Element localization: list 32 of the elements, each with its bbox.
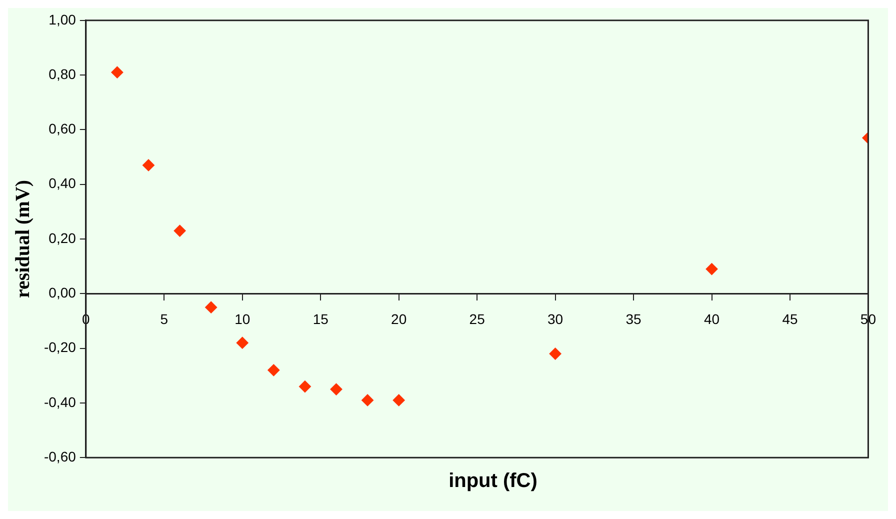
y-tick-label: 0,40 <box>48 175 76 192</box>
y-axis-title: residual (mV) <box>12 180 34 298</box>
x-tick-label: 20 <box>391 310 407 327</box>
x-tick-label: 45 <box>782 310 798 327</box>
point <box>392 394 405 406</box>
y-tick-label: 0,60 <box>48 120 76 137</box>
y-tick-label: 1,00 <box>48 11 76 28</box>
point <box>549 348 562 360</box>
point <box>174 224 186 237</box>
point <box>298 380 311 393</box>
y-tick-label: 0,20 <box>48 230 76 246</box>
x-tick-label: 5 <box>160 310 168 327</box>
x-tick-label: 15 <box>312 310 329 327</box>
point <box>111 66 124 78</box>
x-tick-label: 30 <box>548 310 564 327</box>
point <box>236 336 248 349</box>
point <box>362 394 374 406</box>
y-tick-label: 0,00 <box>48 284 76 301</box>
y-tick-label: -0,40 <box>44 394 76 410</box>
point <box>142 159 154 172</box>
point <box>330 383 342 396</box>
x-tick-label: 10 <box>234 310 250 327</box>
x-tick-label: 25 <box>469 310 486 327</box>
y-tick-label: -0,60 <box>44 448 76 464</box>
y-tick-label: 0,80 <box>48 66 76 82</box>
point <box>268 364 280 376</box>
point <box>205 301 218 314</box>
y-tick-label: -0,20 <box>44 339 76 356</box>
x-axis-title: input (fC) <box>448 470 538 493</box>
x-tick-label: 35 <box>626 310 642 327</box>
point <box>706 263 718 276</box>
x-tick-label: 40 <box>704 310 720 327</box>
